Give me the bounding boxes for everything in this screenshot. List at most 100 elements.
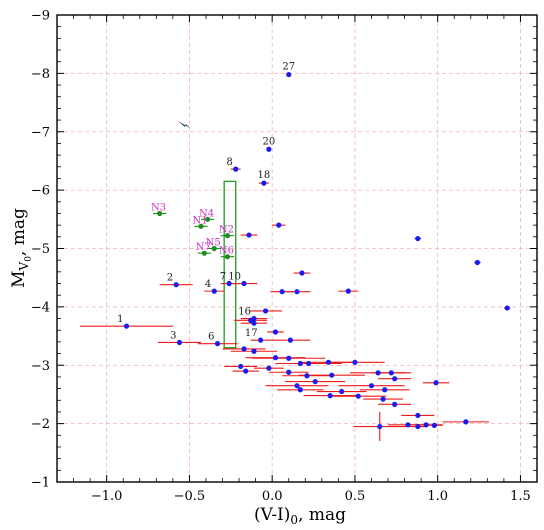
data-point [463, 419, 469, 425]
point-label: 3 [170, 330, 176, 341]
data-point [279, 289, 285, 295]
y-tick-label: −6 [31, 184, 50, 199]
data-point [352, 359, 358, 365]
data-point [377, 423, 383, 430]
data-point [299, 270, 305, 276]
y-tick-label: −3 [31, 359, 50, 374]
data-point [415, 235, 421, 242]
n-point [205, 216, 211, 222]
data-point [433, 380, 439, 386]
n-point [211, 245, 217, 252]
n-point [157, 210, 163, 217]
y-tick-label: −9 [31, 9, 50, 24]
n-point-label: N4 [199, 208, 214, 219]
data-point [297, 360, 303, 367]
labeled-point [261, 180, 267, 186]
n-point-label: N1 [192, 215, 207, 226]
data-point [382, 387, 388, 393]
data-point [272, 355, 279, 361]
n-point-label: N2 [219, 225, 234, 236]
data-points [123, 71, 510, 430]
data-point [251, 348, 257, 354]
n-point-label: N7 [196, 242, 211, 253]
data-point [262, 308, 269, 314]
data-point [415, 423, 421, 430]
labeled-point [286, 71, 292, 78]
point-label: 8 [226, 157, 232, 168]
labeled-point [251, 315, 257, 322]
point-label: 1 [117, 314, 123, 325]
point-label: 6 [208, 332, 214, 343]
data-point [392, 376, 398, 382]
data-point [339, 388, 345, 395]
point-label: 10 [228, 272, 241, 283]
n-point [201, 250, 207, 256]
labeled-point [211, 288, 217, 294]
y-tick-label: −8 [31, 67, 50, 82]
axis-ticks [56, 14, 538, 483]
data-point [423, 422, 429, 428]
point-label: 7 [220, 272, 226, 283]
data-point [329, 372, 335, 378]
data-point [392, 401, 398, 407]
y-tick-label: −4 [31, 300, 50, 315]
data-point [294, 289, 300, 295]
y-tick-label: −1 [31, 476, 50, 491]
selection-box-group [223, 180, 237, 349]
grid-lines [57, 14, 537, 483]
data-point [238, 363, 244, 370]
data-point [327, 393, 333, 399]
data-point [286, 369, 292, 375]
data-point [325, 359, 332, 365]
x-tick-label: 0.0 [262, 489, 283, 504]
y-tick-label: −5 [31, 242, 50, 257]
labeled-point [233, 166, 239, 172]
data-point [504, 305, 510, 311]
data-point [355, 393, 361, 399]
point-label: 16 [238, 307, 251, 318]
x-tick-label: −0.5 [174, 489, 206, 504]
selection-box [223, 180, 237, 349]
data-point [297, 387, 303, 393]
data-point [431, 422, 437, 428]
labeled-point [176, 339, 183, 346]
data-point [368, 383, 375, 389]
data-point [375, 370, 381, 376]
data-point [388, 370, 394, 376]
n-point-label: N5 [206, 238, 221, 249]
data-point [304, 373, 310, 379]
data-point [305, 360, 312, 367]
n-point-label: N3 [151, 202, 166, 213]
labeled-point [123, 323, 130, 329]
data-point [251, 320, 257, 326]
error-bars [80, 168, 511, 442]
y-axis-title: MV0, mag [9, 208, 34, 288]
data-point [287, 337, 293, 343]
data-point [294, 383, 300, 389]
n-point-label: N6 [219, 246, 234, 257]
data-point [286, 355, 292, 361]
n-point [224, 254, 231, 260]
labeled-point [266, 146, 272, 152]
data-point [345, 288, 351, 294]
data-point [241, 346, 247, 352]
point-label: 4 [205, 279, 211, 290]
data-point [272, 329, 279, 335]
data-point [380, 396, 386, 402]
y-tick-label: −2 [31, 417, 50, 432]
data-point [243, 368, 249, 374]
point-label: 18 [258, 170, 271, 181]
x-tick-label: 1.5 [510, 489, 531, 504]
y-tick-label: −7 [31, 125, 50, 140]
x-tick-label: 0.5 [345, 489, 366, 504]
labeled-point [173, 282, 179, 288]
data-point [474, 259, 481, 266]
point-label: 20 [262, 136, 275, 147]
x-tick-label: 1.0 [427, 489, 448, 504]
arrow-icon [178, 121, 190, 128]
point-label: 17 [245, 328, 258, 339]
x-axis-title: (V-I)0, mag [254, 505, 346, 527]
data-point [312, 378, 318, 385]
x-tick-label: −1.0 [91, 489, 123, 504]
